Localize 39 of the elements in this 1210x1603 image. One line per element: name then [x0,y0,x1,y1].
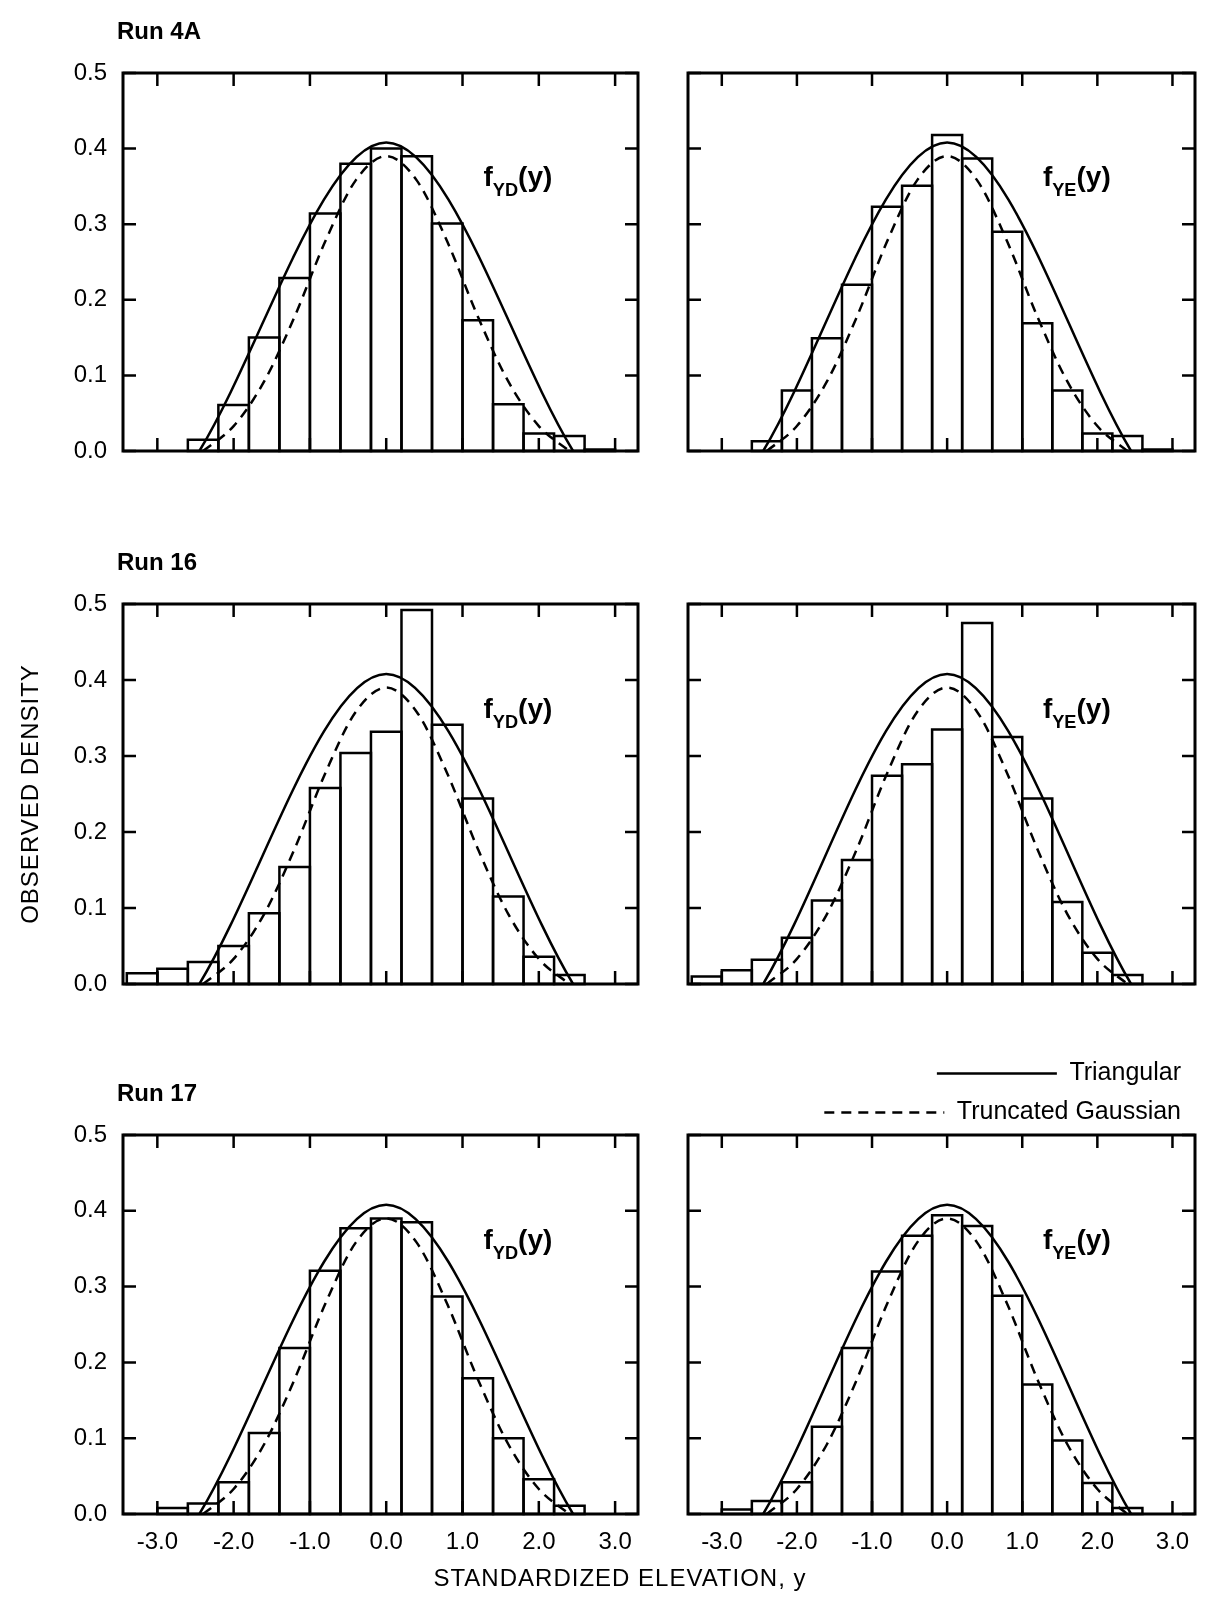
y-tick-label: 0.4 [73,664,107,692]
x-tick-label: 2.0 [522,1527,556,1555]
y-tick-label: 0.3 [73,208,107,236]
legend-label: Truncated Gaussian [956,1096,1182,1125]
x-tick-label: 0.0 [930,1527,964,1555]
x-tick-label: 2.0 [1080,1527,1115,1555]
y-tick-label: 0.0 [73,968,107,996]
x-tick-label: -2.0 [212,1527,255,1555]
y-axis-title: OBSERVED DENSITY [16,664,44,924]
chart-title: Run 4A [117,17,201,44]
x-tick-label: -1.0 [851,1527,893,1555]
x-tick-label: 1.0 [1005,1527,1039,1555]
y-tick-label: 0.4 [73,133,107,161]
y-tick-label: 0.4 [73,1195,107,1223]
chart-title: Run 17 [117,1079,198,1106]
y-tick-label: 0.0 [73,1498,107,1526]
y-tick-label: 0.5 [73,57,107,85]
x-tick-label: -1.0 [289,1527,331,1555]
x-axis-title: STANDARDIZED ELEVATION, y [433,1564,807,1592]
x-tick-label: -3.0 [701,1527,743,1555]
y-tick-label: 0.1 [73,1422,107,1450]
y-tick-label: 0.0 [73,435,107,463]
x-tick-label: -2.0 [776,1527,818,1555]
x-tick-label: 1.0 [445,1527,480,1555]
x-tick-label: 3.0 [1155,1527,1190,1555]
y-tick-label: 0.2 [73,1347,107,1375]
chart-title: Run 16 [117,548,198,575]
legend-label: Triangular [1069,1057,1181,1086]
x-tick-label: 3.0 [598,1527,632,1555]
y-tick-label: 0.5 [73,1119,107,1147]
y-tick-label: 0.2 [73,284,107,312]
x-tick-label: -3.0 [136,1527,179,1555]
y-tick-label: 0.1 [73,360,107,388]
y-tick-label: 0.5 [73,588,107,616]
y-tick-label: 0.2 [73,816,107,844]
y-tick-label: 0.3 [73,740,107,768]
y-tick-label: 0.3 [73,1271,107,1299]
y-tick-label: 0.1 [73,892,107,920]
x-tick-label: 0.0 [369,1527,403,1555]
